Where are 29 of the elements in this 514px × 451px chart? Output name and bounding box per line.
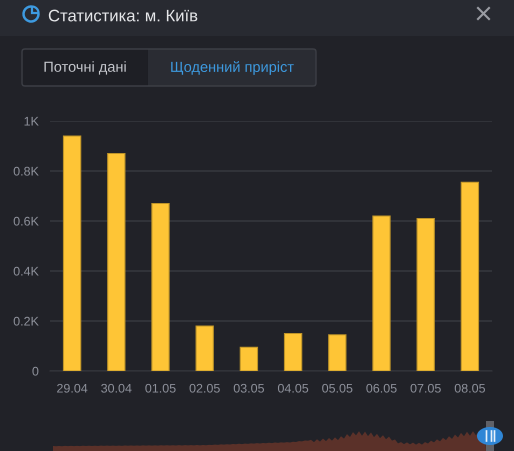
x-tick-label: 03.05 [234,384,264,393]
x-tick-label: 01.05 [145,384,176,393]
y-tick-label: 0.2K [14,316,39,326]
chart-title: Статистика: м. Київ [48,10,198,22]
bar [151,202,170,371]
x-tick-label: 05.05 [322,384,352,393]
text: Щоденний приріст [171,61,294,75]
y-tick-label: 0 [32,366,38,376]
bar [107,152,126,371]
bar [240,346,258,371]
x-tick-label: 08.05 [454,384,486,393]
y-tick-label: 0.4K [14,266,39,276]
bar [284,332,302,371]
x-tick-label: 02.05 [190,384,220,393]
x-tick-label: 06.05 [366,384,397,393]
bar [460,182,480,371]
text: Поточні дані [44,61,126,75]
y-tick-label: 1K [24,116,39,126]
x-tick-label: 29.04 [57,384,88,393]
bar [416,218,435,371]
y-tick-label: 0.8K [14,166,39,176]
x-tick-label: 04.05 [278,384,308,393]
bar [196,325,214,371]
bar [328,334,346,371]
x-tick-label: 30.04 [101,384,132,393]
bar [62,135,82,371]
bar [372,215,391,371]
y-tick-label: 0.6K [14,216,39,226]
x-tick-label: 07.05 [410,384,441,393]
